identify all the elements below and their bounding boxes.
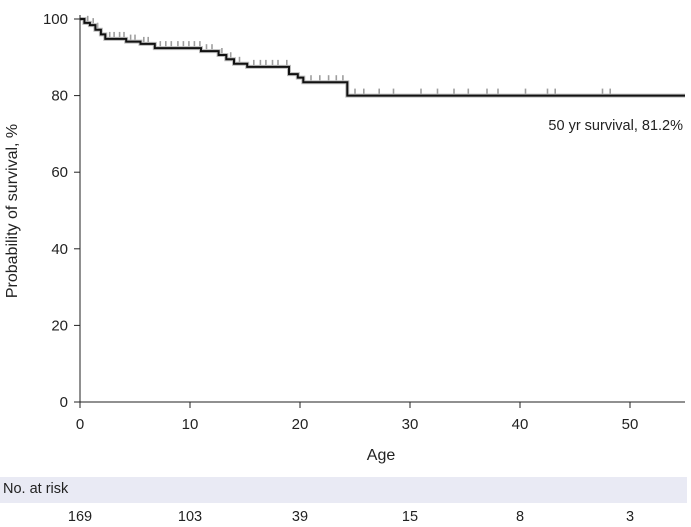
risk-table-header-band: [0, 477, 687, 503]
axes: 0 20 40 60 80 100 0 10 20 30 40 50: [43, 11, 685, 433]
y-axis-title: Probability of survival, %: [4, 124, 21, 298]
risk-count: 8: [515, 509, 525, 525]
x-tick-label: 0: [76, 416, 84, 433]
x-tick-label: 50: [622, 416, 639, 433]
risk-count: 103: [177, 509, 203, 525]
y-tick-label: 60: [51, 164, 68, 181]
survival-curve-layer: [80, 17, 685, 98]
survival-curve-halo: [80, 17, 685, 98]
y-tick-label: 20: [51, 317, 68, 334]
y-tick-label: 100: [43, 11, 68, 28]
risk-count: 15: [401, 509, 419, 525]
x-tick-label: 30: [402, 416, 419, 433]
survival-curve: [80, 18, 685, 97]
x-tick-label: 10: [182, 416, 199, 433]
y-tick-label: 80: [51, 88, 68, 105]
risk-table-title: No. at risk: [3, 481, 69, 497]
x-tick-label: 20: [292, 416, 309, 433]
survival-annotation: 50 yr survival, 81.2%: [548, 118, 683, 134]
y-tick-label: 40: [51, 241, 68, 258]
risk-count: 169: [67, 509, 93, 525]
x-axis-title: Age: [367, 447, 396, 464]
survival-chart: 0 20 40 60 80 100 0 10 20 30 40 50 Age Probability …: [4, 11, 685, 464]
risk-count: 39: [291, 509, 309, 525]
x-tick-label: 40: [512, 416, 529, 433]
risk-count: 3: [625, 509, 635, 525]
y-tick-label: 0: [60, 394, 68, 411]
